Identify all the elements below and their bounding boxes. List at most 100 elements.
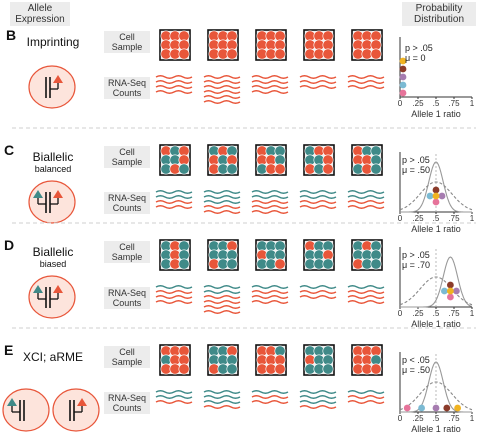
sample-ratio-dot [447,287,454,295]
x-tick-label: 1 [469,309,475,318]
maternal-read-line [251,210,289,214]
sample-ratio-dot [399,89,407,97]
maternal-allele-arrow [77,398,87,406]
maternal-transcript-dot [322,48,334,60]
maternal-read-line [155,90,193,94]
label-line: Cell [119,242,135,252]
maternal-read-line [251,300,289,304]
mechanism-subtitle: biased [39,259,67,269]
maternal-read-line [347,75,385,79]
maternal-read-line [203,90,241,94]
maternal-read-line [251,290,289,294]
maternal-read-line [251,85,289,89]
maternal-allele-arrow [53,75,63,83]
maternal-read-line [299,75,337,79]
maternal-read-line [251,200,289,204]
sample-ratio-dot [399,81,407,89]
cell-diagram [28,180,76,224]
maternal-transcript-dot [226,48,238,60]
paternal-read-line [203,200,241,204]
stats-annotation: p > .05 μ = .70 [402,250,430,270]
mechanism-title: Biallelic [32,245,74,259]
header-line-1: Allele [27,3,53,14]
maternal-read-line [251,205,289,209]
paternal-allele-arrow [7,398,17,406]
cell-sample-label: Cell Sample [104,31,150,53]
paternal-allele-arrow [33,285,43,293]
x-tick-label: 1 [469,214,475,223]
mean-text: μ = .50 [402,365,430,375]
label-line: RNA-Seq [107,393,146,403]
sample-ratio-dot [454,404,461,412]
maternal-read-line [251,75,289,79]
paternal-read-line [203,290,241,294]
sample-ratio-dot [432,198,440,206]
mean-text: μ = .50 [402,165,430,175]
paternal-read-line [203,190,241,194]
x-tick-label: .25 [412,214,424,223]
maternal-read-line [299,85,337,89]
maternal-read-line [347,395,385,399]
maternal-read-line [203,75,241,79]
paternal-read-line [203,195,241,199]
maternal-read-line [203,95,241,99]
x-axis-label: Allele 1 ratio [411,319,461,329]
paternal-read-line [347,390,385,394]
mean-text: μ = .70 [402,260,430,270]
rnaseq-counts-label: RNA-Seq Counts [104,192,150,214]
paternal-read-line [203,390,241,394]
maternal-read-line [251,90,289,94]
maternal-read-line [251,295,289,299]
cell-diagram [28,65,76,109]
paternal-read-line [299,195,337,199]
maternal-read-line [299,405,337,409]
cell-sample-label: Cell Sample [104,346,150,368]
maternal-read-line [203,85,241,89]
maternal-read-line [299,80,337,84]
label-line: Sample [111,357,143,367]
paternal-read-line [299,395,337,399]
mechanism-label: Biallelic balanced [14,150,92,175]
paternal-read-line [347,190,385,194]
cell-sample-label: Cell Sample [104,241,150,263]
maternal-read-line [347,80,385,84]
header-line-2: Expression [15,14,65,25]
paternal-read-line [251,285,289,289]
label-line: RNA-Seq [107,288,146,298]
mechanism-title: XCI; aRME [22,350,83,364]
maternal-read-line [203,210,241,214]
maternal-transcript-dot [178,363,190,375]
mechanism-title: Biallelic [32,150,74,164]
maternal-read-line [347,295,385,299]
maternal-allele-arrow [53,190,63,198]
maternal-transcript-dot [274,363,286,375]
x-tick-label: 0 [397,214,403,223]
maternal-allele-arrow [53,285,63,293]
mechanism-label: XCI; aRME [14,350,92,364]
paternal-read-line [251,195,289,199]
x-tick-label: .25 [412,99,424,108]
paternal-read-line [299,190,337,194]
paternal-read-line [299,390,337,394]
label-line: Counts [112,298,142,308]
sample-ratio-dot [432,192,440,200]
allele-expression-header: Allele Expression [10,2,70,26]
maternal-read-line [299,290,337,294]
sample-ratio-dot [438,192,446,200]
sample-ratio-dot [399,57,407,65]
maternal-transcript-dot [274,258,286,270]
paternal-read-line [203,400,241,404]
paternal-read-line [155,190,193,194]
sample-distribution-curve [400,256,473,308]
paternal-transcript-dot [370,163,382,175]
stats-annotation: p > .05 μ = .50 [402,155,430,175]
x-tick-label: 1 [469,99,475,108]
maternal-read-line [251,395,289,399]
maternal-read-line [251,400,289,404]
maternal-read-line [155,80,193,84]
maternal-read-line [203,305,241,309]
x-tick-label: .5 [432,309,440,318]
maternal-read-line [347,85,385,89]
maternal-transcript-dot [274,163,286,175]
maternal-read-line [347,300,385,304]
